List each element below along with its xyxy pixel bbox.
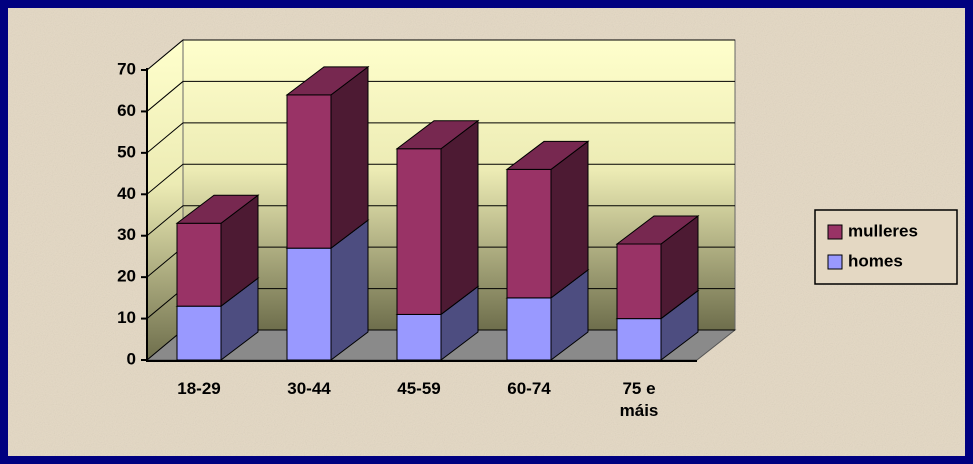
bar-top [285,66,370,96]
x-tick-label: 45-59 [397,379,441,398]
y-tick-label: 60 [117,101,136,120]
bar-top [615,215,700,245]
legend-label: mulleres [848,221,918,240]
legend-label: homes [848,251,903,270]
y-tick-label: 10 [117,308,136,327]
bar-front [616,318,662,361]
x-tick-label: 75 e máis [619,379,659,420]
bar-front [286,94,332,249]
bar-front [176,305,222,361]
bar-front [506,297,552,361]
bar-top [395,120,480,150]
bar-top [505,140,590,170]
x-tick-label: 18-29 [177,379,221,398]
legend-swatch [827,254,843,270]
grid-line [146,39,735,71]
y-tick-label: 70 [117,59,136,78]
bar-top [175,194,260,224]
legend [814,209,958,285]
x-tick-label: 60-74 [507,379,551,398]
bar-front [396,313,442,361]
grid-line [146,80,735,112]
bar-side [440,119,479,316]
y-tick-label: 50 [117,142,136,161]
legend-swatch [827,224,843,240]
bar-front [176,222,222,307]
y-tick-label: 20 [117,267,136,286]
bar-front [396,148,442,315]
bar-front [506,168,552,299]
y-tick-label: 0 [127,349,136,368]
bar-front [616,243,662,320]
bar-front [286,247,332,361]
y-tick-label: 30 [117,225,136,244]
bar-side [330,65,369,250]
grid-line [146,122,735,154]
y-tick-label: 40 [117,184,136,203]
x-tick-label: 30-44 [287,379,331,398]
